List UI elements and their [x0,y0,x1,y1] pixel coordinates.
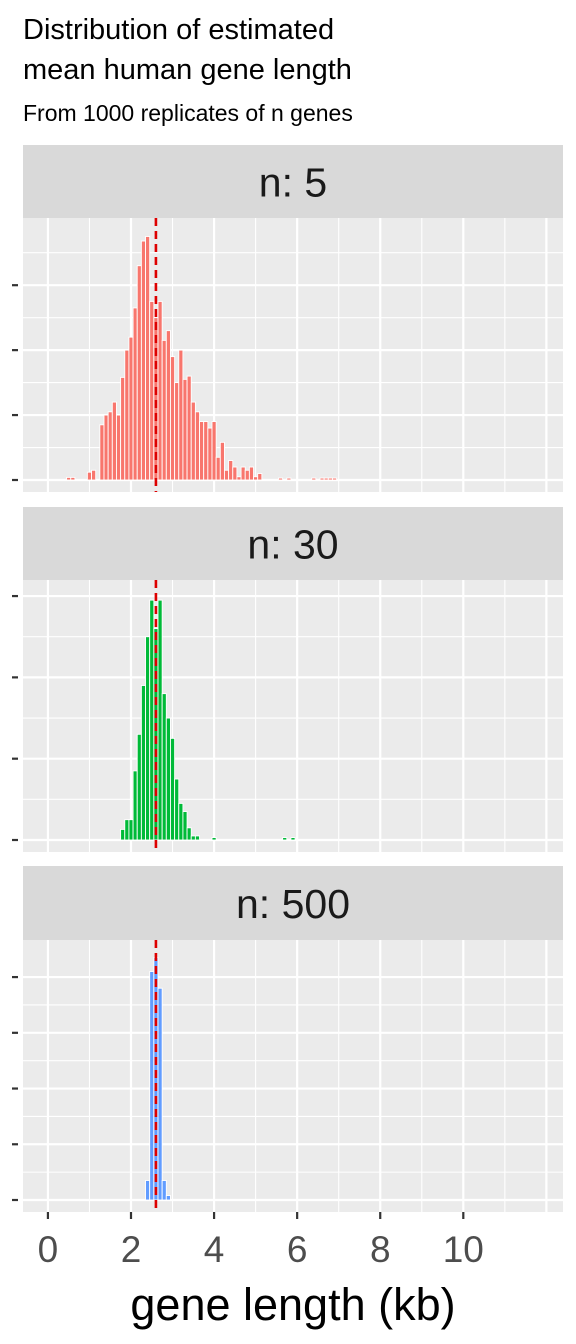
histogram-bar [248,466,254,481]
histogram-bar [128,819,134,841]
chart-title: Distribution of estimated mean human gen… [23,10,563,90]
x-tick-label: 8 [370,1229,391,1270]
histogram-bar [140,240,146,481]
facet-strip-label: n: 5 [259,160,327,206]
histogram-bar [194,835,200,841]
histogram-bar [282,837,288,841]
facet-strip-label: n: 30 [247,522,338,568]
histogram-bar [161,1180,167,1201]
histogram-bar [103,414,109,481]
histogram-bar [224,469,230,481]
histogram-bar [219,441,225,481]
histogram-bar [186,827,192,841]
histogram-bar [120,376,126,481]
histogram-bar [182,811,188,841]
histogram-bar [140,685,146,841]
histogram-bar [107,411,113,481]
histogram-bar [207,427,213,481]
histogram-bar [190,835,196,841]
histogram-bar [286,477,292,481]
panel-background [23,580,563,852]
facet-panel-1: n: 5 [12,145,563,492]
histogram-bar [174,382,180,481]
x-tick-label: 4 [204,1229,225,1270]
histogram-bar [157,987,163,1201]
histogram-bar [99,424,105,481]
histogram-bar [203,421,209,481]
histogram-bar [161,693,167,841]
histogram-bar [211,421,217,481]
chart-title-line-1: Distribution of estimated [23,14,335,46]
histogram-bar [157,300,163,481]
facet-panel-2: n: 30 [12,507,563,852]
chart-subtitle: From 1000 replicates of n genes [23,100,353,126]
histogram-bar [182,378,188,481]
histogram-bar [124,819,130,841]
histogram-bar [211,837,217,841]
histogram-bar [157,599,163,841]
histogram-bar [165,330,171,481]
histogram-bar [165,717,171,841]
histogram-bar [136,733,142,841]
histogram-bar [165,1195,171,1201]
x-tick-label: 0 [38,1229,59,1270]
facet-strip [23,866,563,940]
histogram-bar [170,737,176,841]
facet-panel-3: n: 500 0 2 4 6 8 10 [12,866,563,1270]
facet-strip [23,145,563,218]
histogram-bar [253,476,259,481]
histogram-bar [161,339,167,481]
x-axis-title: gene length (kb) [130,1279,455,1330]
histogram-bar [190,401,196,481]
histogram-bar [311,477,317,481]
histogram-bar [178,802,184,841]
histogram-bar [70,476,76,481]
histogram-bar [332,477,338,481]
histogram-bar [178,349,184,481]
histogram-bar [145,1180,151,1201]
histogram-bar [174,778,180,841]
histogram-bar [116,414,122,481]
histogram-bar [236,476,242,481]
histogram-bar [244,469,250,481]
histogram-bar [66,476,72,481]
histogram-bar [278,477,284,481]
histogram-bar [170,356,176,481]
x-tick-label: 6 [287,1229,308,1270]
x-tick-label: 2 [121,1229,142,1270]
histogram-bar [120,828,126,841]
histogram-bar [149,971,155,1201]
histogram-bar [136,265,142,481]
histogram-bar [132,307,138,481]
histogram-bar [240,466,246,481]
histogram-bar [186,375,192,481]
histogram-bar [128,336,134,481]
histogram-bar [145,636,151,841]
histogram-bar [215,456,221,481]
histogram-bar [91,469,97,481]
histogram-bar [86,471,92,481]
histogram-bar [232,466,238,481]
x-tick-label: 10 [443,1229,484,1270]
histogram-bar [257,473,263,481]
histogram-bar [149,599,155,841]
panel-background [23,940,563,1212]
histogram-bar [228,460,234,481]
histogram-bar [132,770,138,841]
histogram-bar [199,421,205,481]
histogram-bar [194,411,200,481]
chart-title-line-2: mean human gene length [23,54,352,86]
histogram-bar [319,477,325,481]
histogram-bar [327,477,333,481]
histogram-bar [323,477,329,481]
facet-strip [23,507,563,580]
facet-strip-label: n: 500 [236,881,350,927]
histogram-bar [111,401,117,481]
histogram-bar [145,236,151,481]
histogram-bar [290,837,296,841]
histogram-bar [124,349,130,481]
histogram-bar [149,300,155,481]
